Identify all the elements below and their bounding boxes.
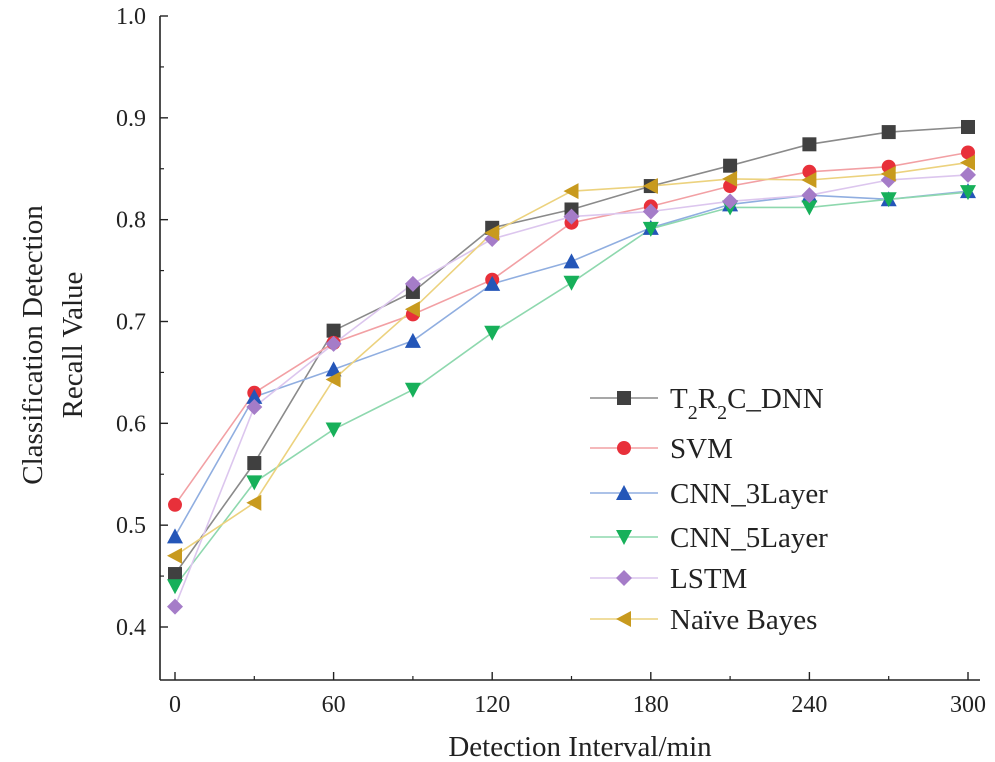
y-tick-label: 0.6 <box>116 411 146 437</box>
data-point-svm <box>168 497 182 512</box>
x-tick-label: 120 <box>474 692 510 718</box>
data-point-cnn-3layer <box>404 332 421 348</box>
legend-marker-na-ve-bayes <box>616 611 631 627</box>
legend-marker-cnn-5layer <box>616 530 632 545</box>
legend-label-part: C_DNN <box>727 383 824 415</box>
legend-label-part: 2 <box>717 402 727 424</box>
legend-label-na-ve-bayes: Naïve Bayes <box>670 604 817 636</box>
data-point-na-ve-bayes <box>325 371 341 388</box>
data-point-lstm <box>801 187 818 204</box>
y-axis-title-line1: Classification Detection <box>17 205 49 485</box>
x-tick-label: 60 <box>322 692 346 718</box>
data-point-na-ve-bayes <box>404 301 420 318</box>
x-tick-label: 300 <box>950 692 986 718</box>
data-point-cnn-5layer <box>801 200 818 216</box>
series-line-cnn-5layer <box>174 191 969 587</box>
data-point-cnn-5layer <box>642 221 659 237</box>
series-line-cnn-3layer <box>174 190 969 537</box>
legend-marker-lstm <box>616 570 632 586</box>
data-point-lstm <box>404 275 421 292</box>
data-point-lstm <box>325 335 342 352</box>
y-axis-title-line2: Recall Value <box>57 272 89 419</box>
data-point-cnn-5layer <box>167 579 183 595</box>
y-tick-label: 0.7 <box>116 310 146 336</box>
legend-label-cnn-5layer: CNN_5Layer <box>670 522 828 554</box>
legend-label-part: T <box>670 383 688 415</box>
series-lines <box>174 126 969 607</box>
y-tick-label: 0.9 <box>116 106 146 132</box>
y-tick-label: 0.4 <box>116 615 146 641</box>
axes: 0.4 0.5 0.6 0.7 0.8 0.9 1.0 0 60 120 180 240 300 <box>116 4 986 718</box>
data-point-na-ve-bayes <box>960 154 975 171</box>
legend-label-lstm: LSTM <box>670 563 747 595</box>
data-point-lstm <box>722 193 739 210</box>
legend-label-t2r2c-dnn: T2R2C_DNN <box>670 383 824 424</box>
data-point-cnn-3layer <box>167 528 183 544</box>
series-markers <box>167 119 976 615</box>
data-point-t2r2c-dnn <box>881 125 896 140</box>
data-point-lstm <box>167 598 183 615</box>
data-point-lstm <box>960 166 976 183</box>
data-point-t2r2c-dnn <box>405 284 420 299</box>
data-point-cnn-3layer <box>484 275 501 291</box>
data-point-cnn-5layer <box>880 192 897 208</box>
data-point-t2r2c-dnn <box>802 137 817 152</box>
data-point-cnn-5layer <box>325 422 342 438</box>
legend-label-cnn-3layer: CNN_3Layer <box>670 478 828 510</box>
data-point-na-ve-bayes <box>563 183 579 200</box>
x-axis-title: Detection Interval/min <box>448 731 712 762</box>
data-point-lstm <box>246 399 263 416</box>
data-point-na-ve-bayes <box>246 494 262 511</box>
data-point-cnn-3layer <box>325 361 342 377</box>
x-tick-label: 240 <box>791 692 827 718</box>
data-point-cnn-5layer <box>246 475 263 491</box>
data-point-t2r2c-dnn <box>247 456 262 471</box>
data-point-na-ve-bayes <box>880 165 896 182</box>
y-tick-label: 0.5 <box>116 513 146 539</box>
data-point-na-ve-bayes <box>722 170 738 187</box>
data-point-cnn-5layer <box>563 275 580 291</box>
data-point-cnn-5layer <box>484 325 501 341</box>
x-tick-label: 180 <box>633 692 669 718</box>
x-tick-label: 0 <box>169 692 181 718</box>
y-tick-label: 1.0 <box>116 4 146 30</box>
data-point-na-ve-bayes <box>484 224 500 241</box>
data-point-na-ve-bayes <box>642 178 658 195</box>
data-point-na-ve-bayes <box>167 547 182 564</box>
legend-label-part: R <box>698 383 718 415</box>
legend-marker-cnn-3layer <box>616 485 632 500</box>
data-point-t2r2c-dnn <box>326 323 341 338</box>
data-point-t2r2c-dnn <box>168 567 182 582</box>
data-point-cnn-3layer <box>246 388 263 404</box>
series-line-lstm <box>174 174 969 607</box>
data-point-na-ve-bayes <box>801 171 817 188</box>
data-point-svm <box>961 145 975 160</box>
data-point-t2r2c-dnn <box>723 158 738 173</box>
legend-marker-t2r2c-dnn <box>617 391 631 405</box>
legend-label-svm: SVM <box>670 433 733 465</box>
data-point-cnn-3layer <box>563 253 580 269</box>
data-point-lstm <box>642 203 659 220</box>
data-point-t2r2c-dnn <box>961 119 975 134</box>
y-tick-label: 0.8 <box>116 208 146 234</box>
data-point-cnn-5layer <box>960 185 976 201</box>
legend: T2R2C_DNNSVMCNN_3LayerCNN_5LayerLSTMNaïv… <box>590 383 828 636</box>
legend-marker-svm <box>617 441 631 455</box>
data-point-cnn-5layer <box>404 382 421 398</box>
data-point-lstm <box>563 208 580 225</box>
legend-label-part: 2 <box>688 402 698 424</box>
